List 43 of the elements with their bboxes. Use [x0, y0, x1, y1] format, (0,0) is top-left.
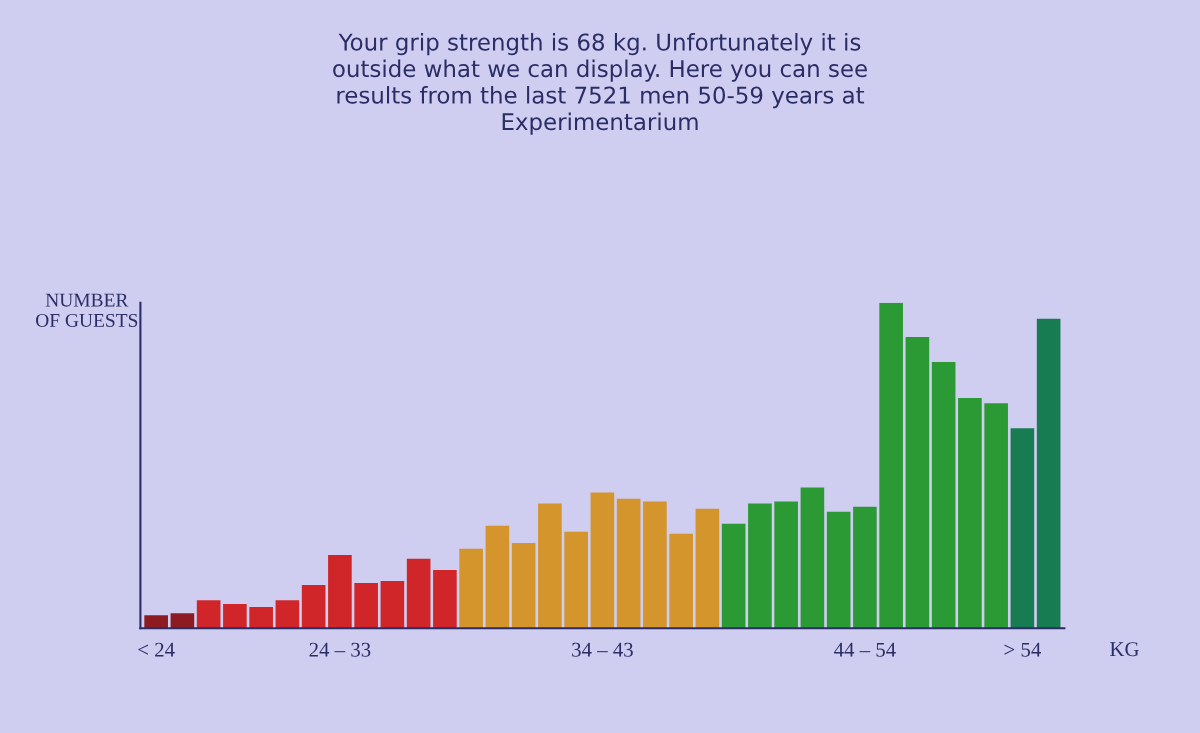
- bar: [380, 580, 405, 629]
- bar: [826, 511, 851, 629]
- bar: [905, 336, 930, 629]
- bar: [748, 503, 772, 629]
- bar: [223, 604, 247, 629]
- bar: [170, 613, 195, 629]
- bar: [931, 361, 956, 629]
- bar: [275, 600, 300, 629]
- bar: [538, 503, 562, 629]
- bar: [301, 584, 326, 629]
- bar: [433, 569, 457, 629]
- bar: [721, 523, 746, 629]
- bar: [1010, 428, 1035, 629]
- bar: [800, 487, 825, 629]
- bar: [328, 554, 352, 629]
- bar: [511, 542, 536, 629]
- bar: [196, 600, 221, 629]
- bar: [144, 615, 168, 629]
- bar: [643, 501, 667, 629]
- x-tick-label: > 54: [1004, 642, 1041, 657]
- bar: [459, 548, 483, 629]
- y-axis-title: NUMBER OF GUESTS: [36, 293, 138, 327]
- bar: [669, 533, 693, 629]
- x-tick-label: < 24: [138, 642, 175, 657]
- bar: [590, 492, 615, 629]
- bar: [485, 525, 510, 629]
- x-tick-label: 34 – 43: [572, 642, 633, 657]
- x-axis-title: KG: [1110, 642, 1139, 657]
- bar: [354, 582, 378, 629]
- bar: [1036, 318, 1061, 629]
- chart-title: Your grip strength is 68 kg. Unfortunately it is outside what we can display. Here you can see results from the last 7521 men 50-59 years at Experimentarium: [333, 32, 867, 135]
- bar: [406, 558, 431, 629]
- x-tick-label: 44 – 54: [834, 642, 896, 657]
- bar: [879, 302, 903, 629]
- x-tick-label: 24 – 33: [309, 642, 371, 657]
- bar: [564, 531, 588, 629]
- bar: [695, 508, 720, 629]
- bar: [984, 403, 1008, 629]
- bar: [853, 506, 877, 629]
- bar: [958, 398, 982, 629]
- bar: [774, 501, 798, 629]
- bar: [616, 498, 641, 629]
- bar: [249, 607, 273, 629]
